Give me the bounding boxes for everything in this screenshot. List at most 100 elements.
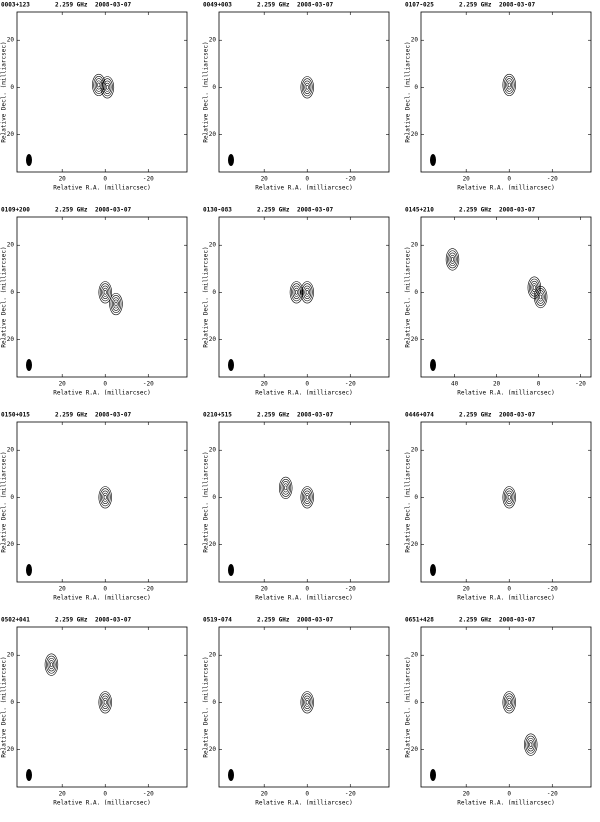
contour — [502, 486, 516, 509]
y-tick-label: 20 — [209, 242, 217, 249]
panel-title: 0651+428 — [405, 617, 434, 624]
contour — [104, 82, 111, 92]
contour — [300, 486, 314, 509]
beam — [228, 769, 234, 781]
x-tick-label: 20 — [463, 586, 471, 593]
x-axis-label: Relative R.A. (milliarcsec) — [53, 185, 151, 192]
y-tick-label: 20 — [209, 37, 217, 44]
y-tick-label: 0 — [10, 699, 14, 706]
contour — [97, 82, 101, 88]
contour — [505, 78, 514, 92]
panel-title: 0446+074 — [405, 412, 434, 419]
date: 2008-03-07 — [95, 617, 132, 624]
x-axis-label: Relative R.A. (milliarcsec) — [53, 800, 151, 807]
contour — [105, 84, 109, 90]
date: 2008-03-07 — [297, 207, 334, 214]
contour — [114, 301, 118, 307]
date: 2008-03-07 — [499, 412, 536, 419]
y-tick-label: 20 — [7, 242, 15, 249]
x-axis-label: Relative R.A. (milliarcsec) — [457, 185, 555, 192]
x-tick-label: -20 — [143, 791, 154, 798]
y-tick-label: 0 — [212, 494, 216, 501]
x-tick-label: -20 — [575, 381, 586, 388]
y-tick-label: 20 — [7, 652, 15, 659]
panel-title: 0502+041 — [1, 617, 30, 624]
contour — [525, 735, 537, 754]
contour — [99, 283, 111, 302]
contour — [507, 699, 511, 705]
x-axis-label: Relative R.A. (milliarcsec) — [255, 390, 353, 397]
contour — [531, 283, 538, 293]
contour — [539, 294, 543, 300]
contour — [301, 283, 313, 302]
x-tick-label: -20 — [143, 176, 154, 183]
contour — [303, 80, 312, 94]
contour — [289, 281, 304, 304]
contour — [304, 492, 311, 502]
plot-frame — [16, 11, 188, 173]
contour — [46, 655, 57, 674]
x-tick-label: 40 — [451, 381, 459, 388]
x-tick-label: 20 — [59, 381, 67, 388]
contour — [101, 490, 110, 504]
beam — [228, 359, 234, 371]
contour — [109, 292, 123, 316]
contour — [445, 248, 460, 271]
contour — [47, 657, 56, 672]
contour — [507, 82, 511, 88]
beam — [228, 154, 234, 166]
y-tick-label: 0 — [212, 84, 216, 91]
contour — [304, 697, 311, 707]
frequency: 2.259 GHz — [459, 412, 492, 419]
contour — [95, 80, 102, 90]
plot-frame — [16, 421, 188, 583]
beam — [228, 564, 234, 576]
contour — [303, 285, 312, 299]
contour — [537, 292, 544, 302]
contour — [282, 483, 289, 493]
panel-title: 0109+200 — [1, 207, 30, 214]
x-tick-label: 20 — [59, 586, 67, 593]
x-tick-label: 0 — [507, 791, 511, 798]
x-tick-label: 20 — [59, 791, 67, 798]
contour — [448, 252, 457, 267]
contour — [103, 289, 107, 295]
plot-frame — [16, 626, 188, 788]
y-tick-label: 0 — [212, 699, 216, 706]
frequency: 2.259 GHz — [257, 2, 290, 9]
contour — [102, 697, 109, 707]
x-tick-label: 0 — [103, 586, 107, 593]
frequency: 2.259 GHz — [459, 2, 492, 9]
y-tick-label: 20 — [209, 447, 217, 454]
y-tick-label: 20 — [7, 37, 15, 44]
contour — [99, 488, 111, 507]
date: 2008-03-07 — [95, 207, 132, 214]
x-tick-label: 20 — [493, 381, 501, 388]
x-tick-label: 0 — [305, 176, 309, 183]
x-tick-label: 0 — [103, 176, 107, 183]
contour — [506, 80, 513, 90]
contour — [103, 80, 112, 94]
y-axis-label: Relative Decl. (milliarcsec) — [405, 41, 412, 142]
y-tick-label: -20 — [205, 541, 216, 548]
x-tick-label: -20 — [345, 586, 356, 593]
contour — [526, 737, 535, 752]
x-tick-label: -20 — [547, 791, 558, 798]
y-axis-label: Relative Decl. (milliarcsec) — [405, 451, 412, 552]
x-axis-label: Relative R.A. (milliarcsec) — [457, 800, 555, 807]
y-tick-label: -20 — [407, 746, 418, 753]
beam — [430, 154, 436, 166]
y-tick-label: 0 — [10, 289, 14, 296]
contour — [103, 699, 107, 705]
contour — [101, 78, 113, 97]
x-tick-label: 0 — [507, 586, 511, 593]
x-tick-label: 0 — [537, 381, 541, 388]
contour — [535, 288, 547, 306]
contour — [101, 695, 110, 709]
frequency: 2.259 GHz — [257, 617, 290, 624]
y-axis-label: Relative Decl. (milliarcsec) — [1, 451, 8, 552]
contour — [529, 742, 533, 747]
